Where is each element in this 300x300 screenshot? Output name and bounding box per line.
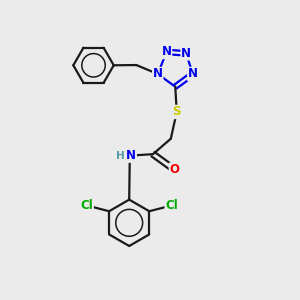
Text: N: N bbox=[188, 68, 198, 80]
Text: S: S bbox=[172, 106, 181, 118]
Text: O: O bbox=[169, 163, 179, 176]
Text: N: N bbox=[181, 47, 191, 60]
Text: Cl: Cl bbox=[80, 200, 93, 212]
Text: N: N bbox=[126, 149, 136, 162]
Text: N: N bbox=[153, 68, 163, 80]
Text: H: H bbox=[116, 151, 125, 160]
Text: Cl: Cl bbox=[165, 200, 178, 212]
Text: N: N bbox=[162, 46, 172, 59]
